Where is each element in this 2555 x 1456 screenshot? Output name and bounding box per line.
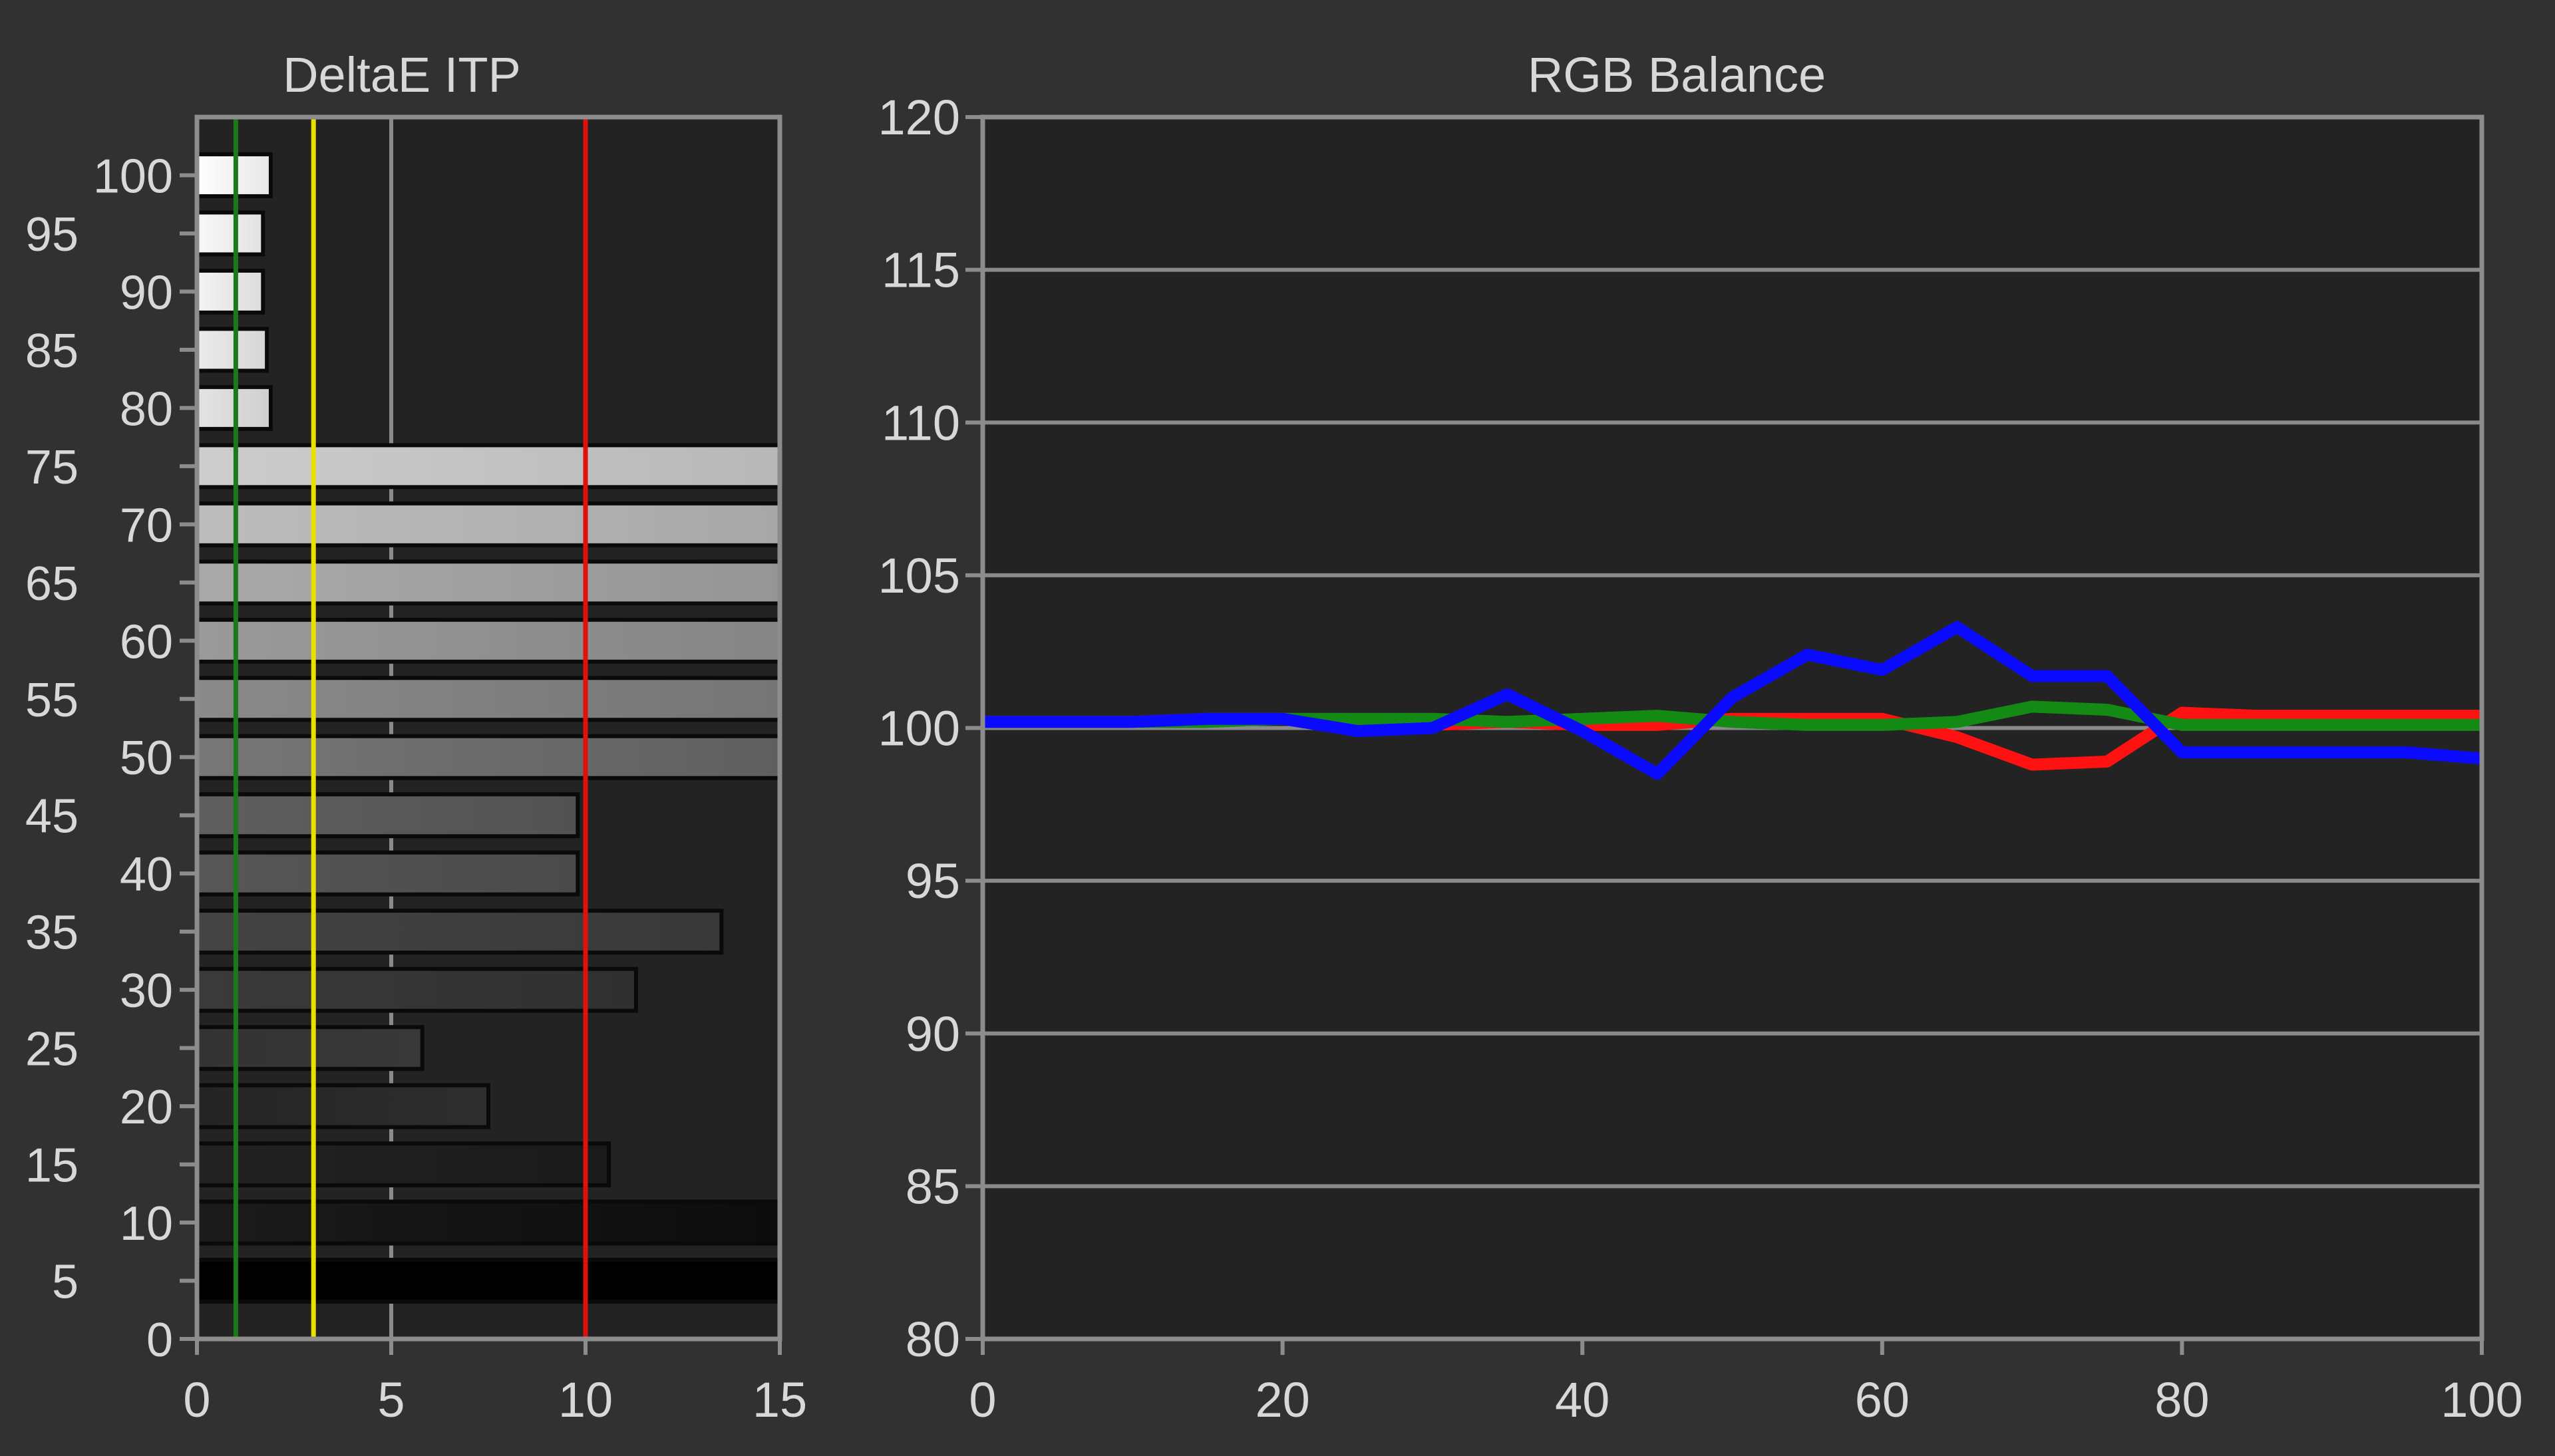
deltae-y-tick-label: 0 xyxy=(146,1314,173,1367)
deltae-bar xyxy=(195,501,782,547)
deltae-y-axis: 0 5 10 15 20 25 30 35 40 45 50 55 60 65 70 75 80 85 90 95 10… xyxy=(25,150,197,1367)
deltae-y-tick-label: 25 xyxy=(25,1023,79,1076)
deltae-y-tick-label: 40 xyxy=(120,848,173,901)
deltae-y-tick-label: 5 xyxy=(52,1256,79,1309)
deltae-bar xyxy=(195,1025,425,1072)
deltae-threshold-lines xyxy=(233,117,588,1339)
deltae-bar xyxy=(195,734,782,780)
rgb-y-tick-label: 120 xyxy=(878,90,960,145)
deltae-x-tick-label: 5 xyxy=(377,1372,405,1427)
deltae-bar xyxy=(195,617,782,664)
deltae-bar xyxy=(195,210,265,257)
deltae-plot-frame xyxy=(194,114,782,1342)
deltae-y-tick-label: 80 xyxy=(120,382,173,436)
deltae-y-tick-label: 95 xyxy=(25,208,79,261)
rgb-y-tick-label: 100 xyxy=(878,701,960,756)
rgb-x-tick-label: 100 xyxy=(2441,1372,2522,1427)
rgb-x-tick-label: 40 xyxy=(1555,1372,1610,1427)
deltae-y-tick-label: 20 xyxy=(120,1081,173,1134)
rgb-series-lines xyxy=(983,621,2482,780)
deltae-bar xyxy=(195,1258,782,1304)
deltae-y-tick-label: 70 xyxy=(120,499,173,552)
deltae-bar xyxy=(195,792,580,839)
deltae-itp-chart: DeltaE ITP 05101520253035404550556065707… xyxy=(25,47,807,1427)
deltae-x-tick-label: 0 xyxy=(183,1372,210,1427)
deltae-y-tick-label: 90 xyxy=(120,266,173,319)
rgb-y-tick-label: 80 xyxy=(906,1312,960,1367)
deltae-bar xyxy=(195,676,782,722)
deltae-y-tick-label: 100 xyxy=(93,150,173,203)
deltae-y-tick-label: 50 xyxy=(120,732,173,785)
rgb-y-axis: 80 85 90 95 100 105 110 115 120 xyxy=(878,90,983,1367)
deltae-y-tick-label: 35 xyxy=(25,907,79,960)
rgb-series-line xyxy=(983,621,2482,780)
deltae-bar xyxy=(195,559,782,606)
deltae-y-tick-label: 15 xyxy=(25,1139,79,1193)
deltae-bars xyxy=(195,152,782,1304)
rgb-balance-chart: RGB Balance 80 85 90 95 100 105 110 115 120 0 20 4… xyxy=(878,47,2523,1427)
rgb-x-tick-label: 80 xyxy=(2154,1372,2209,1427)
deltae-plot-area xyxy=(197,117,780,1339)
deltae-y-tick-label: 30 xyxy=(120,964,173,1018)
deltae-y-tick-label: 10 xyxy=(120,1197,173,1250)
deltae-y-tick-label: 65 xyxy=(25,557,79,611)
deltae-y-tick-label: 85 xyxy=(25,325,79,378)
rgb-y-tick-label: 105 xyxy=(878,548,960,603)
deltae-bar xyxy=(195,268,265,315)
deltae-y-tick-label: 75 xyxy=(25,441,79,494)
rgb-y-tick-label: 95 xyxy=(906,853,960,909)
deltae-bar xyxy=(195,1083,490,1129)
rgb-y-tick-label: 110 xyxy=(882,395,960,450)
deltae-bar xyxy=(195,966,638,1013)
rgb-y-tick-label: 90 xyxy=(906,1006,960,1062)
deltae-bar xyxy=(195,443,782,490)
deltae-x-tick-label: 10 xyxy=(558,1372,613,1427)
rgb-y-tick-label: 85 xyxy=(906,1159,960,1214)
deltae-bar xyxy=(195,850,580,897)
rgb-y-tick-label: 115 xyxy=(882,243,960,298)
deltae-bar xyxy=(195,1141,611,1188)
deltae-y-tick-label: 55 xyxy=(25,674,79,727)
rgb-x-tick-label: 20 xyxy=(1255,1372,1309,1427)
rgb-chart-title: RGB Balance xyxy=(1528,47,1826,102)
deltae-bar xyxy=(195,1199,782,1246)
deltae-bar xyxy=(195,327,269,373)
rgb-x-tick-label: 60 xyxy=(1855,1372,1910,1427)
deltae-x-tick-label: 15 xyxy=(753,1372,807,1427)
rgb-x-axis: 0 20 40 60 80 100 xyxy=(969,1339,2523,1427)
deltae-chart-title: DeltaE ITP xyxy=(283,47,521,102)
deltae-y-tick-label: 45 xyxy=(25,790,79,843)
deltae-x-axis: 0 5 10 15 xyxy=(183,1339,807,1427)
rgb-x-tick-label: 0 xyxy=(969,1372,996,1427)
deltae-y-tick-label: 60 xyxy=(120,615,173,668)
deltae-bar xyxy=(195,909,724,955)
